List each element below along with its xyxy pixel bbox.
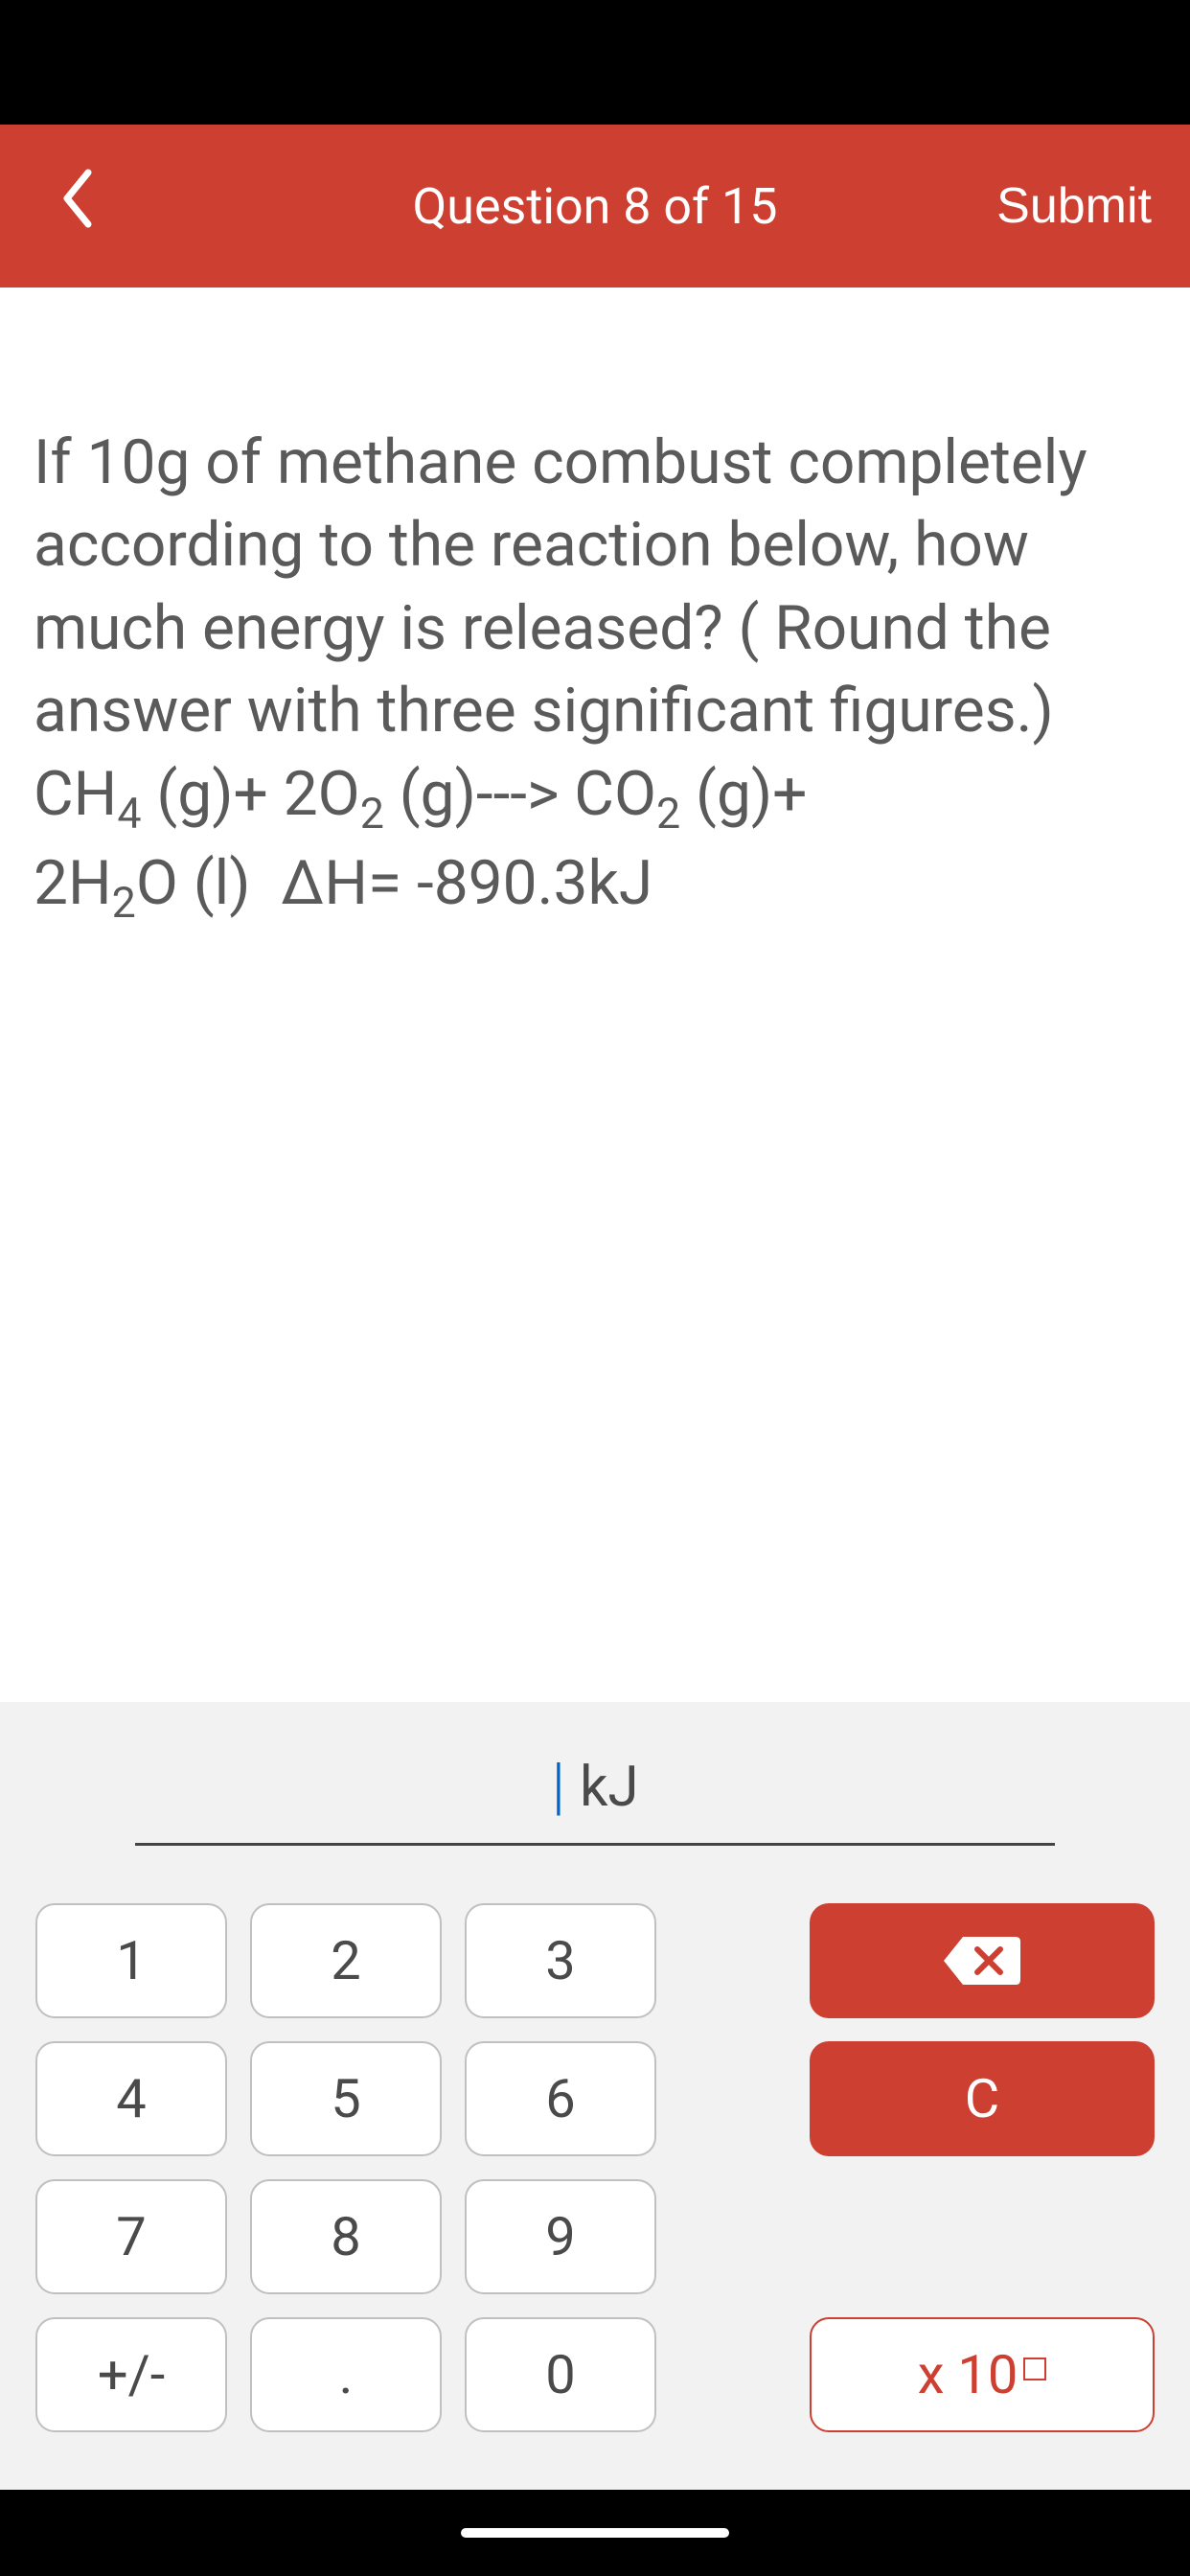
keypad-actions: C x 10 [810, 1903, 1155, 2432]
input-cursor: | [551, 1750, 565, 1824]
question-text: If 10g of methane combust completely acc… [34, 422, 1156, 753]
key-plus-minus[interactable]: +/- [35, 2317, 227, 2432]
header: Question 8 of 15 Submit [0, 125, 1190, 288]
sci-label: x 10 [918, 2343, 1018, 2406]
key-6[interactable]: 6 [465, 2041, 656, 2156]
answer-unit: kJ [580, 1755, 638, 1820]
key-1[interactable]: 1 [35, 1903, 227, 2018]
home-indicator-area [0, 2490, 1190, 2576]
clear-button[interactable]: C [810, 2041, 1155, 2156]
key-5[interactable]: 5 [250, 2041, 442, 2156]
key-4[interactable]: 4 [35, 2041, 227, 2156]
question-counter: Question 8 of 15 [413, 177, 778, 236]
submit-button[interactable]: Submit [996, 177, 1152, 235]
key-7[interactable]: 7 [35, 2179, 227, 2294]
backspace-icon [939, 1932, 1025, 1990]
key-9[interactable]: 9 [465, 2179, 656, 2294]
scientific-notation-button[interactable]: x 10 [810, 2317, 1155, 2432]
equation-line-2: 2H2O (l) ΔH= -890.3kJ [34, 842, 1156, 932]
key-3[interactable]: 3 [465, 1903, 656, 2018]
keypad-spacer [810, 2179, 1155, 2294]
answer-input[interactable]: | kJ [135, 1750, 1055, 1846]
chevron-left-icon [57, 165, 96, 232]
keypad: 1 2 3 4 5 6 7 8 9 +/- . 0 C [0, 1903, 1190, 2432]
home-indicator[interactable] [461, 2528, 729, 2538]
back-button[interactable] [38, 155, 115, 257]
backspace-button[interactable] [810, 1903, 1155, 2018]
answer-area: | kJ 1 2 3 4 5 6 7 8 9 +/- . 0 [0, 1702, 1190, 2490]
key-8[interactable]: 8 [250, 2179, 442, 2294]
key-2[interactable]: 2 [250, 1903, 442, 2018]
content-area: If 10g of methane combust completely acc… [0, 288, 1190, 1702]
keypad-numbers: 1 2 3 4 5 6 7 8 9 +/- . 0 [35, 1903, 656, 2432]
key-decimal[interactable]: . [250, 2317, 442, 2432]
exponent-box-icon [1023, 2358, 1046, 2380]
key-0[interactable]: 0 [465, 2317, 656, 2432]
equation-line-1: CH4 (g)+ 2O2 (g)---> CO2 (g)+ [34, 753, 1156, 842]
status-bar [0, 0, 1190, 125]
